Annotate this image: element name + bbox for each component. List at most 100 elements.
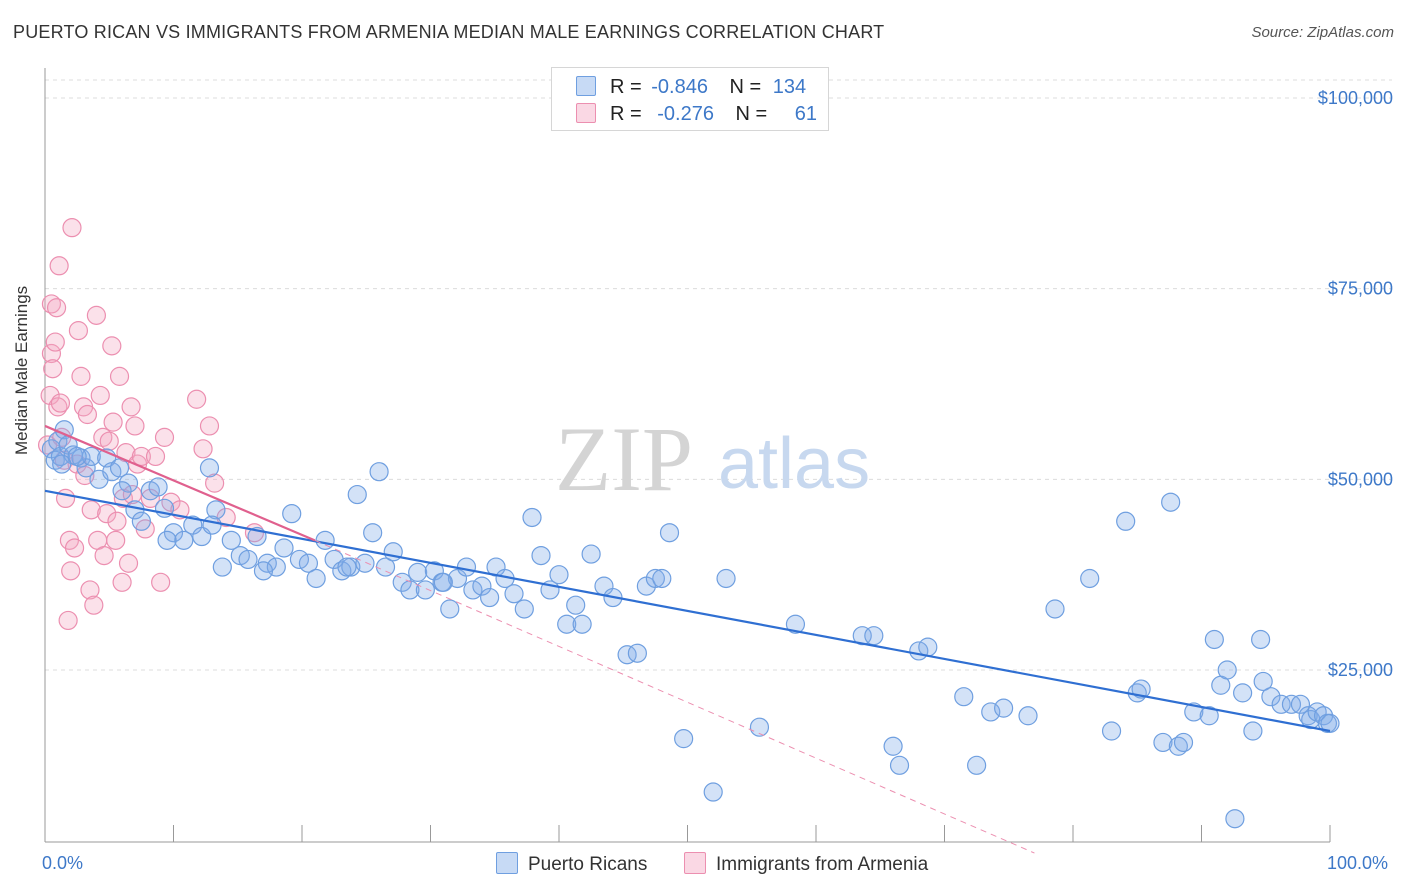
data-point-puerto-rican (1233, 683, 1253, 703)
data-point-armenia (145, 446, 166, 467)
data-point-puerto-rican (954, 687, 974, 707)
data-point-puerto-rican (212, 557, 232, 577)
data-point-armenia (193, 439, 213, 459)
data-point-armenia (40, 385, 60, 406)
data-point-puerto-rican (347, 484, 367, 505)
data-point-armenia (58, 610, 78, 631)
legend-r-label: R = (610, 76, 642, 98)
legend-n-label: N = (735, 103, 768, 125)
data-point-armenia (71, 366, 91, 386)
data-point-armenia (46, 298, 67, 318)
data-point-puerto-rican (480, 587, 500, 608)
data-point-puerto-rican (408, 562, 428, 582)
data-point-puerto-rican (1261, 687, 1281, 707)
data-point-puerto-rican (315, 530, 335, 550)
data-point-puerto-rican (1080, 568, 1100, 589)
data-point-puerto-rican (967, 755, 987, 775)
data-point-puerto-rican (522, 507, 542, 528)
bottom-legend-puerto-ricans[interactable]: Puerto Ricans (496, 852, 647, 876)
data-point-armenia (154, 427, 175, 447)
data-point-puerto-rican (581, 544, 601, 564)
data-point-puerto-rican (282, 504, 302, 524)
data-point-puerto-rican (1161, 492, 1181, 512)
data-point-puerto-rican (1271, 694, 1291, 714)
data-point-puerto-rican (109, 458, 130, 478)
data-point-armenia (107, 511, 127, 531)
data-point-puerto-rican (253, 561, 274, 581)
trend-line-puerto-ricans (44, 489, 1331, 733)
data-point-armenia (41, 294, 62, 314)
data-point-puerto-rican (1045, 599, 1065, 619)
data-point-puerto-rican (703, 782, 723, 802)
y-tick-label: $100,000 (1318, 88, 1393, 108)
data-point-puerto-rican (274, 538, 294, 558)
watermark-zip: ZIP (555, 408, 693, 510)
data-point-armenia (112, 572, 132, 592)
data-point-armenia (151, 572, 171, 592)
data-point-puerto-rican (433, 572, 453, 592)
data-point-armenia (55, 488, 76, 508)
data-point-armenia (64, 538, 85, 558)
legend-r-value: -0.846 (651, 76, 708, 98)
legend-r-label: R = (610, 103, 642, 125)
legend-n-value: 61 (794, 103, 818, 125)
data-point-puerto-rican (112, 481, 132, 501)
data-point-puerto-rican (163, 523, 184, 543)
data-point-armenia (84, 595, 104, 615)
data-point-puerto-rican (1018, 706, 1038, 726)
y-tick-label: $75,000 (1328, 279, 1393, 299)
data-point-armenia (68, 321, 89, 341)
data-point-armenia (118, 553, 139, 573)
data-point-puerto-rican (1116, 511, 1136, 531)
data-point-puerto-rican (1217, 660, 1237, 680)
data-point-puerto-rican (306, 568, 326, 589)
data-point-puerto-rican (627, 643, 647, 663)
data-point-puerto-rican (1173, 732, 1194, 753)
data-point-puerto-rican (202, 515, 222, 535)
data-point-puerto-rican (355, 553, 375, 573)
data-point-puerto-rican (883, 736, 903, 756)
trend-lines (44, 424, 1331, 854)
data-point-puerto-rican (617, 645, 637, 665)
data-point-puerto-rican (659, 523, 680, 543)
data-point-puerto-rican (472, 576, 492, 596)
series-puerto-ricans (41, 420, 1340, 829)
data-point-puerto-rican (572, 614, 592, 634)
data-point-puerto-rican (67, 446, 87, 467)
data-point-armenia (131, 446, 151, 467)
data-point-puerto-rican (392, 572, 412, 592)
data-point-puerto-rican (785, 614, 806, 634)
legend-swatch-pink (684, 852, 706, 874)
data-point-puerto-rican (1168, 736, 1188, 756)
data-point-puerto-rican (369, 462, 389, 482)
data-point-puerto-rican (298, 553, 319, 573)
x-tick-label-min: 0.0% (42, 853, 84, 873)
data-point-armenia (94, 545, 114, 566)
data-point-puerto-rican (652, 568, 672, 589)
data-point-puerto-rican (864, 626, 884, 646)
chart-title: PUERTO RICAN VS IMMIGRANTS FROM ARMENIA … (13, 22, 885, 42)
data-point-puerto-rican (557, 614, 577, 634)
data-point-puerto-rican (749, 717, 770, 737)
legend-n-value: 134 (772, 76, 807, 98)
data-point-armenia (77, 404, 98, 425)
data-point-puerto-rican (157, 530, 177, 550)
data-point-armenia (187, 389, 207, 409)
data-point-puerto-rican (238, 549, 258, 570)
bottom-legend-armenia[interactable]: Immigrants from Armenia (684, 852, 928, 876)
data-point-armenia (49, 256, 69, 276)
data-point-armenia (102, 336, 122, 356)
data-point-armenia (86, 305, 107, 325)
data-point-armenia (140, 488, 160, 508)
data-point-puerto-rican (674, 729, 694, 749)
data-point-armenia (61, 561, 81, 581)
legend-n-label: N = (729, 76, 762, 98)
data-point-puerto-rican (1243, 721, 1263, 741)
data-point-puerto-rican (81, 446, 101, 467)
data-point-armenia (97, 504, 117, 524)
data-point-armenia (43, 359, 63, 379)
data-point-puerto-rican (148, 477, 168, 497)
data-point-armenia (80, 580, 100, 600)
data-point-armenia (122, 484, 142, 505)
